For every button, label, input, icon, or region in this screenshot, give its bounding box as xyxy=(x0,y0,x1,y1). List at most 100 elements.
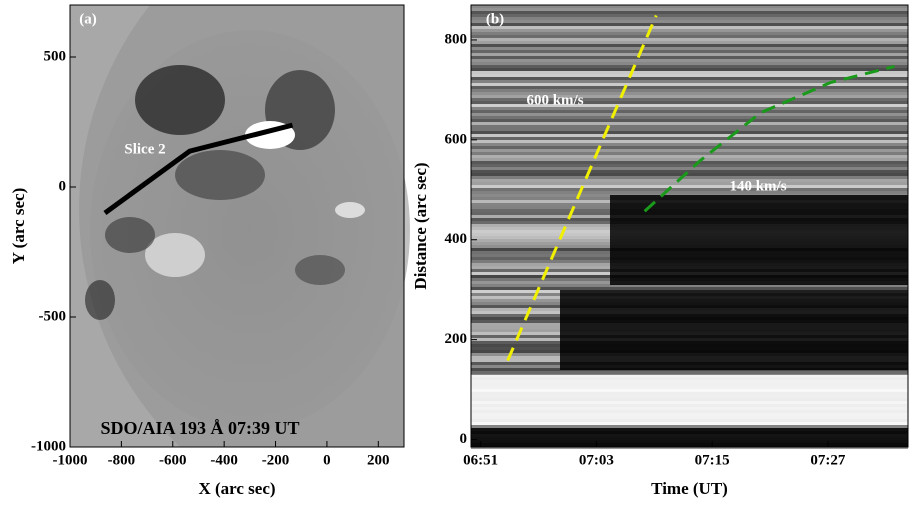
panel-a-image xyxy=(70,5,410,447)
texture xyxy=(471,185,908,188)
texture xyxy=(471,143,908,146)
texture xyxy=(471,53,908,56)
x-tick-label: -800 xyxy=(108,452,136,468)
texture xyxy=(471,146,908,149)
data-line xyxy=(643,64,895,213)
panel-label: (b) xyxy=(486,11,504,27)
texture xyxy=(471,107,908,110)
x-tick-label: 07:27 xyxy=(810,452,845,468)
annotation: SDO/AIA 193 Å 07:39 UT xyxy=(100,418,299,438)
x-tick-label: 06:51 xyxy=(463,452,498,468)
texture xyxy=(471,425,908,428)
y-axis-label: Y (arc sec) xyxy=(9,188,28,264)
texture xyxy=(471,89,908,92)
texture xyxy=(471,164,908,167)
texture xyxy=(560,290,908,370)
texture xyxy=(471,110,908,113)
texture xyxy=(471,137,908,140)
texture xyxy=(471,26,908,29)
texture xyxy=(471,161,908,164)
line-label: Slice 2 xyxy=(124,141,165,157)
y-tick-label: 200 xyxy=(445,331,468,347)
y-axis-label: Distance (arc sec) xyxy=(411,162,430,289)
texture xyxy=(471,62,908,65)
panel-b-image xyxy=(471,5,908,449)
texture xyxy=(471,74,908,77)
y-tick-label: 400 xyxy=(445,231,468,247)
texture xyxy=(471,152,908,155)
plot-frame xyxy=(69,4,405,448)
texture xyxy=(471,134,908,137)
texture xyxy=(471,428,908,447)
texture xyxy=(471,20,908,23)
y-tick-label: 0 xyxy=(460,431,468,447)
texture xyxy=(471,170,908,173)
texture xyxy=(471,371,908,374)
y-tick-label: 500 xyxy=(44,48,67,64)
texture xyxy=(471,191,908,194)
texture xyxy=(471,149,908,152)
texture xyxy=(471,116,908,119)
texture xyxy=(471,92,908,95)
y-tick-label: 800 xyxy=(445,31,468,47)
texture xyxy=(471,23,908,26)
texture xyxy=(471,122,908,125)
x-tick-label: 0 xyxy=(323,452,331,468)
texture xyxy=(471,155,908,158)
texture xyxy=(471,68,908,71)
texture xyxy=(471,131,908,134)
line-label: 600 km/s xyxy=(526,92,583,108)
texture xyxy=(471,182,908,185)
x-tick-label: 200 xyxy=(367,452,390,468)
texture xyxy=(471,86,908,89)
y-tick-label: 0 xyxy=(59,178,67,194)
plot-frame xyxy=(470,4,909,448)
texture xyxy=(471,38,908,41)
texture xyxy=(471,11,908,14)
texture xyxy=(471,41,908,44)
x-tick-label: -200 xyxy=(262,452,290,468)
x-tick-label: -1000 xyxy=(53,452,88,468)
texture xyxy=(471,188,908,191)
texture xyxy=(471,29,908,32)
texture xyxy=(471,125,908,128)
texture xyxy=(471,47,908,50)
panel-label: (a) xyxy=(79,11,97,27)
y-tick-label: 600 xyxy=(445,131,468,147)
texture xyxy=(471,158,908,161)
texture xyxy=(471,56,908,59)
x-axis-label: Time (UT) xyxy=(651,479,728,498)
x-tick-label: 07:15 xyxy=(695,452,730,468)
texture xyxy=(471,5,908,8)
texture xyxy=(471,176,908,179)
texture xyxy=(471,14,908,17)
texture xyxy=(471,173,908,176)
texture xyxy=(471,119,908,122)
texture xyxy=(471,98,908,101)
texture xyxy=(610,195,908,285)
texture xyxy=(471,35,908,38)
texture xyxy=(471,83,908,86)
texture xyxy=(471,77,908,80)
texture xyxy=(471,44,908,47)
texture xyxy=(471,287,908,290)
line-label: 140 km/s xyxy=(729,178,786,194)
texture xyxy=(471,80,908,83)
y-tick-label: -1000 xyxy=(31,438,66,454)
y-tick-label: -500 xyxy=(39,308,67,324)
texture xyxy=(471,71,908,74)
texture xyxy=(471,59,908,62)
texture xyxy=(471,17,908,20)
texture xyxy=(471,375,908,425)
texture xyxy=(471,101,908,104)
x-tick-label: -400 xyxy=(210,452,238,468)
data-line xyxy=(103,122,294,216)
texture xyxy=(471,104,908,107)
texture xyxy=(471,284,908,287)
texture xyxy=(471,8,908,11)
texture xyxy=(471,95,908,98)
texture xyxy=(471,50,908,53)
texture xyxy=(471,179,908,182)
texture xyxy=(471,32,908,35)
